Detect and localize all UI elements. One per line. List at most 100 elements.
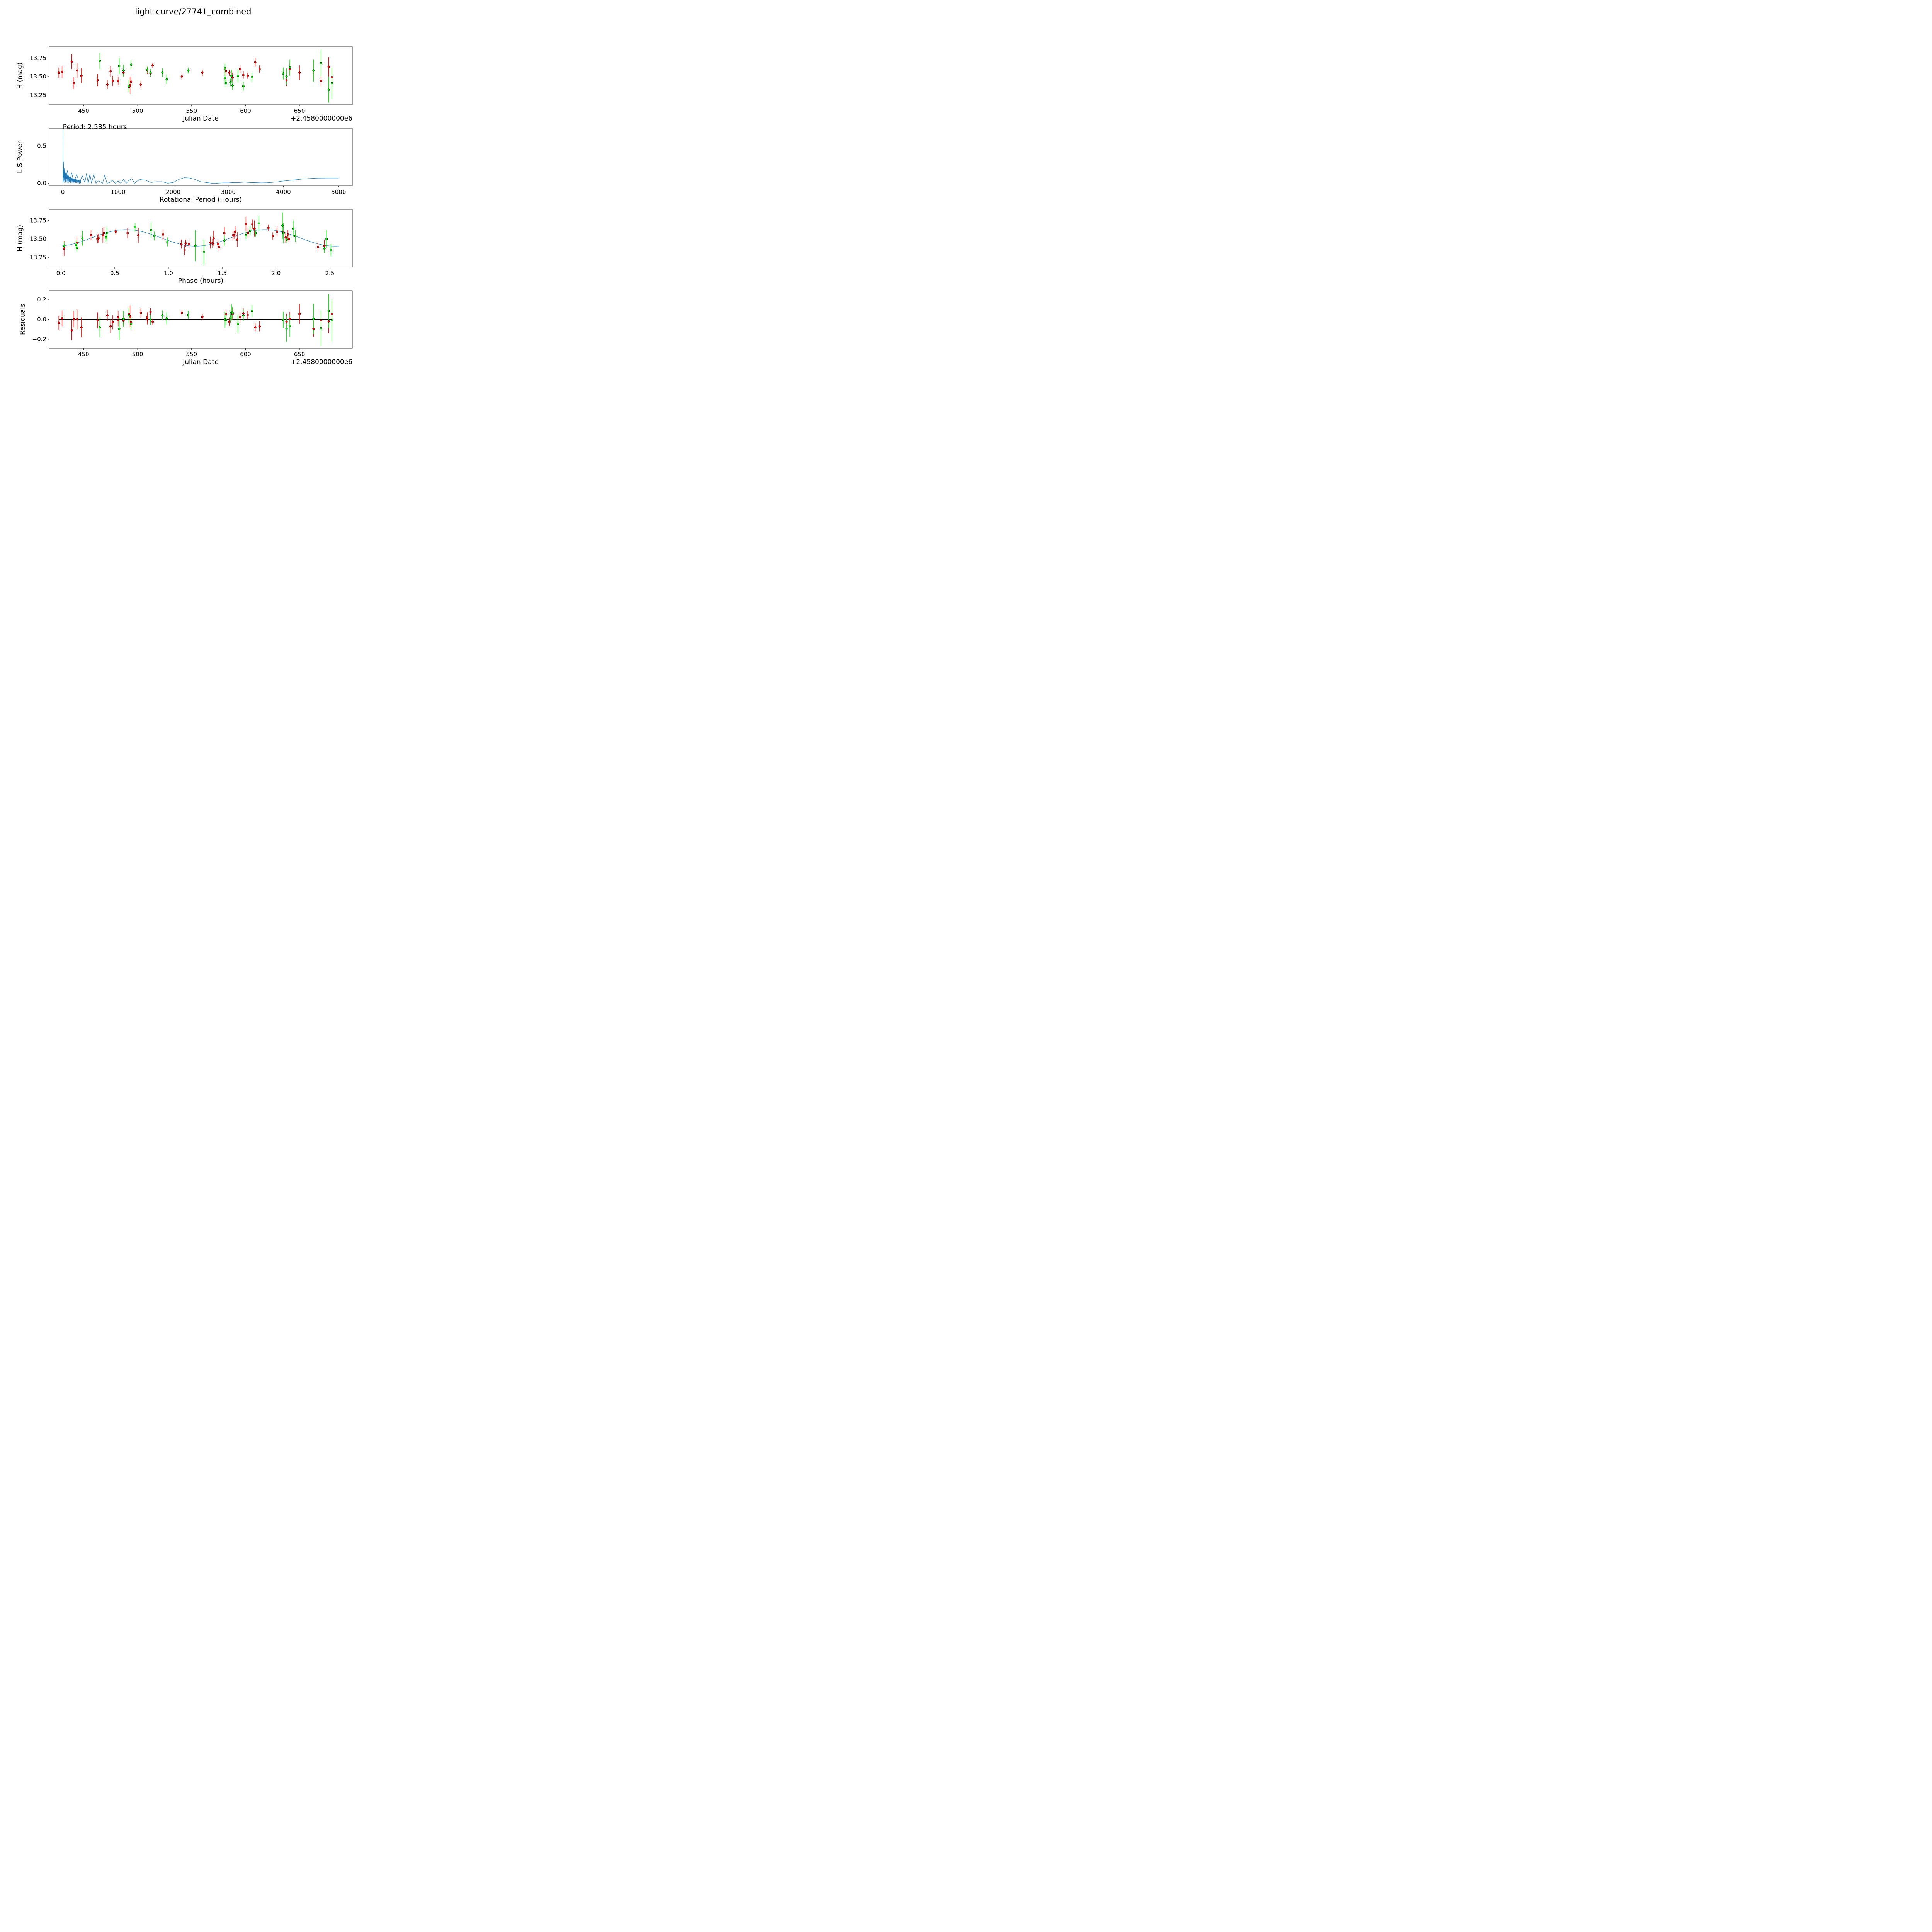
residuals-point-green [282,318,285,321]
residuals-point-red [146,318,149,321]
phased-point-red [183,249,186,252]
phased-point-red [102,234,104,236]
figure-title: light-curve/27741_combined [135,7,252,17]
residuals-xtick-label: 550 [186,351,197,358]
lightcurve-point-green [161,71,164,74]
lightcurve-point-red [58,71,60,74]
phased-xtick-label: 2.0 [271,270,281,277]
lightcurve-point-red [109,70,112,73]
lightcurve-xtick-label: 650 [294,107,305,114]
periodogram-xtick-label: 0 [61,189,65,196]
lightcurve-ylabel: H (mag) [16,62,24,89]
phased-frame [49,209,353,267]
lightcurve-point-green [229,81,232,84]
phased-point-green [105,236,107,239]
lightcurve-point-red [70,60,73,63]
phased-point-red [76,242,78,244]
residuals-xtick-label: 450 [78,351,89,358]
periodogram-annotation: Period: 2.585 hours [63,123,127,131]
residuals-point-green [289,325,291,327]
periodogram-dense-line [63,169,81,184]
residuals-point-red [61,317,63,320]
phased-xtick-label: 0.0 [56,270,66,277]
residuals-point-red [285,320,288,323]
lightcurve-ytick-label: 13.50 [30,73,46,80]
phased-point-green [63,244,65,247]
phased-point-green [257,222,260,225]
phased-point-green [292,227,294,230]
phased-xtick-label: 2.5 [325,270,335,277]
phased-point-green [223,239,226,242]
phased-xtick-label: 0.5 [110,270,119,277]
residuals-point-green [118,327,121,330]
lightcurve-point-red [96,79,99,82]
phased-point-red [162,233,165,236]
phased-point-green [281,224,284,227]
lightcurve-point-red [117,80,119,82]
lightcurve-point-red [330,76,333,78]
phased-point-green [153,235,156,237]
lightcurve-point-red [111,80,114,82]
residuals-xtick-label: 650 [294,351,305,358]
residuals-point-green [285,327,288,330]
lightcurve-point-red [180,75,183,78]
phased-point-red [245,223,247,226]
residuals-ytick-label: 0.0 [37,316,46,323]
phased-point-red [114,230,117,233]
phased-point-red [247,232,249,235]
residuals-point-red [80,326,83,329]
phased-point-red [97,237,100,240]
lightcurve-point-red [298,71,301,74]
phased-point-red [287,233,289,236]
phased-point-red [316,246,319,248]
lightcurve-point-green [99,60,101,62]
phased-panel: 0.0 0.5 1.0 1.5 2.0 2.5 13.25 13.50 13.75 Phase (… [16,209,353,285]
phased-point-red [251,223,254,226]
residuals-ytick-label: 0.2 [37,296,46,303]
lightcurve-point-red [254,61,257,64]
periodogram-xlabel: Rotational Period (Hours) [160,196,242,204]
phased-point-green [249,230,252,232]
phased-ytick-label: 13.75 [30,217,46,224]
residuals-point-red [96,319,99,322]
figure-scaler: light-curve/27741_combined 450 500 550 600 6… [0,0,387,387]
lightcurve-point-green [327,88,330,91]
residuals-point-red [76,318,78,321]
lightcurve-point-green [130,63,133,66]
lightcurve-point-green [225,82,228,85]
lightcurve-point-red [258,68,261,70]
lightcurve-point-green [320,62,322,65]
phased-point-green [76,247,78,249]
residuals-point-green [242,314,245,317]
residuals-point-red [122,320,125,322]
phased-xtick-label: 1.5 [218,270,227,277]
lightcurve-point-green [285,75,288,78]
periodogram-ytick-label: 0.0 [37,180,46,187]
lightcurve-point-green [149,71,152,74]
residuals-point-green [161,314,164,317]
phased-point-green [106,232,109,235]
residuals-point-red [201,316,204,318]
lightcurve-offset-label: +2.4580000000e6 [291,115,352,122]
residuals-frame [49,290,353,349]
figure-background [0,0,387,387]
residuals-point-red [242,312,245,315]
lightcurve-xtick-label: 500 [132,107,143,114]
phased-point-green [282,232,285,235]
phased-point-red [267,226,270,229]
phased-point-red [90,234,92,236]
lightcurve-point-red [231,76,234,78]
residuals-offset-label: +2.4580000000e6 [291,358,352,366]
residuals-point-red [320,319,322,322]
phased-point-red [212,237,215,240]
lightcurve-point-red [242,74,245,77]
phased-point-red [63,247,65,250]
periodogram-panel: 0 1000 2000 3000 4000 5000 0.0 0.5 Rotational Pe… [16,123,353,204]
residuals-point-green [231,311,234,314]
phased-point-red [187,243,190,245]
residuals-point-red [239,316,242,319]
phased-point-red [103,232,105,235]
lightcurve-xlabel: Julian Date [182,115,218,122]
residuals-point-green [165,317,168,320]
lightcurve-xtick-label: 550 [186,107,197,114]
